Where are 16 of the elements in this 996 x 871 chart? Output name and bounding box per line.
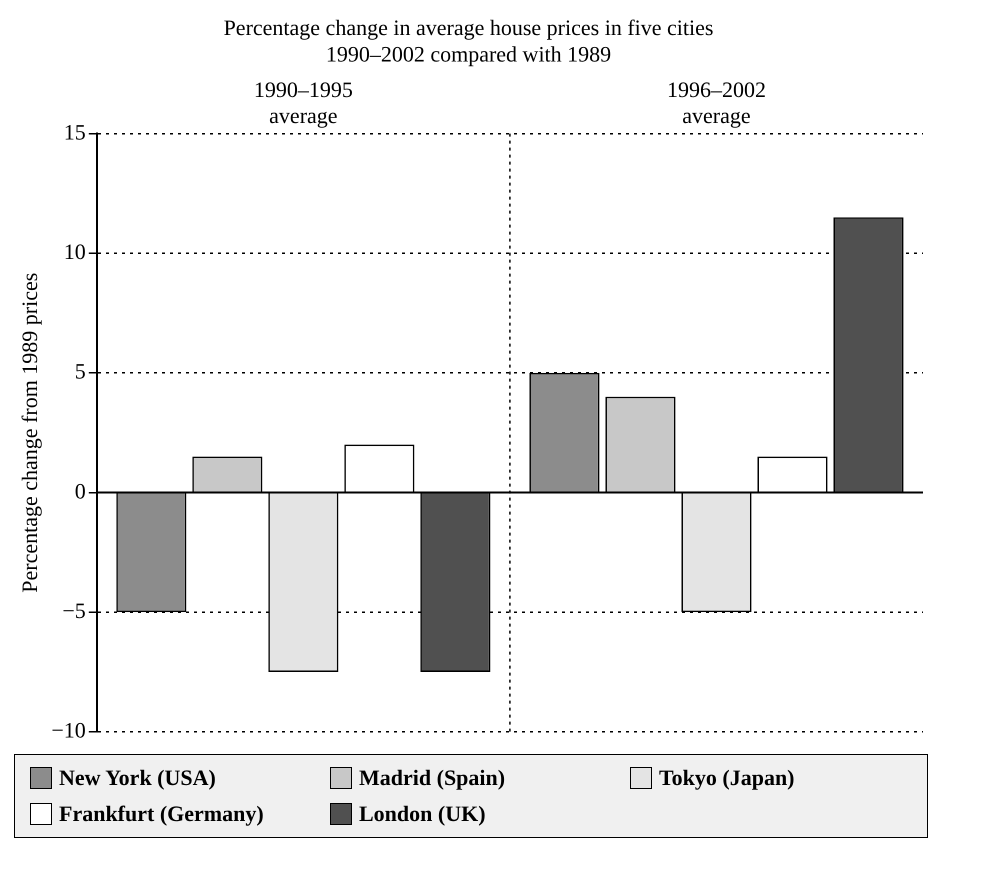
x-tick-label: 1996–2002 average: [666, 76, 766, 128]
y-tick-label: 5: [74, 358, 86, 384]
y-tick-label: −10: [51, 718, 86, 743]
y-tick-label: 15: [64, 119, 86, 144]
chart-title: Percentage change in average house prices in five cities: [224, 14, 714, 40]
chart-subtitle: 1990–2002 compared with 1989: [326, 41, 612, 66]
y-tick-label: 10: [64, 239, 86, 264]
legend-label: Frankfurt (Germany): [59, 801, 264, 827]
legend-label: Madrid (Spain): [359, 765, 506, 791]
y-tick-label: 0: [74, 478, 86, 504]
legend-label: Tokyo (Japan): [659, 765, 795, 791]
y-axis-title: Percentage change from 1989 prices: [16, 272, 42, 593]
y-tick-label: −5: [62, 598, 86, 623]
legend-label: New York (USA): [59, 765, 216, 791]
x-tick-label: 1990–1995 average: [254, 76, 353, 128]
legend-label: London (UK): [359, 801, 486, 827]
